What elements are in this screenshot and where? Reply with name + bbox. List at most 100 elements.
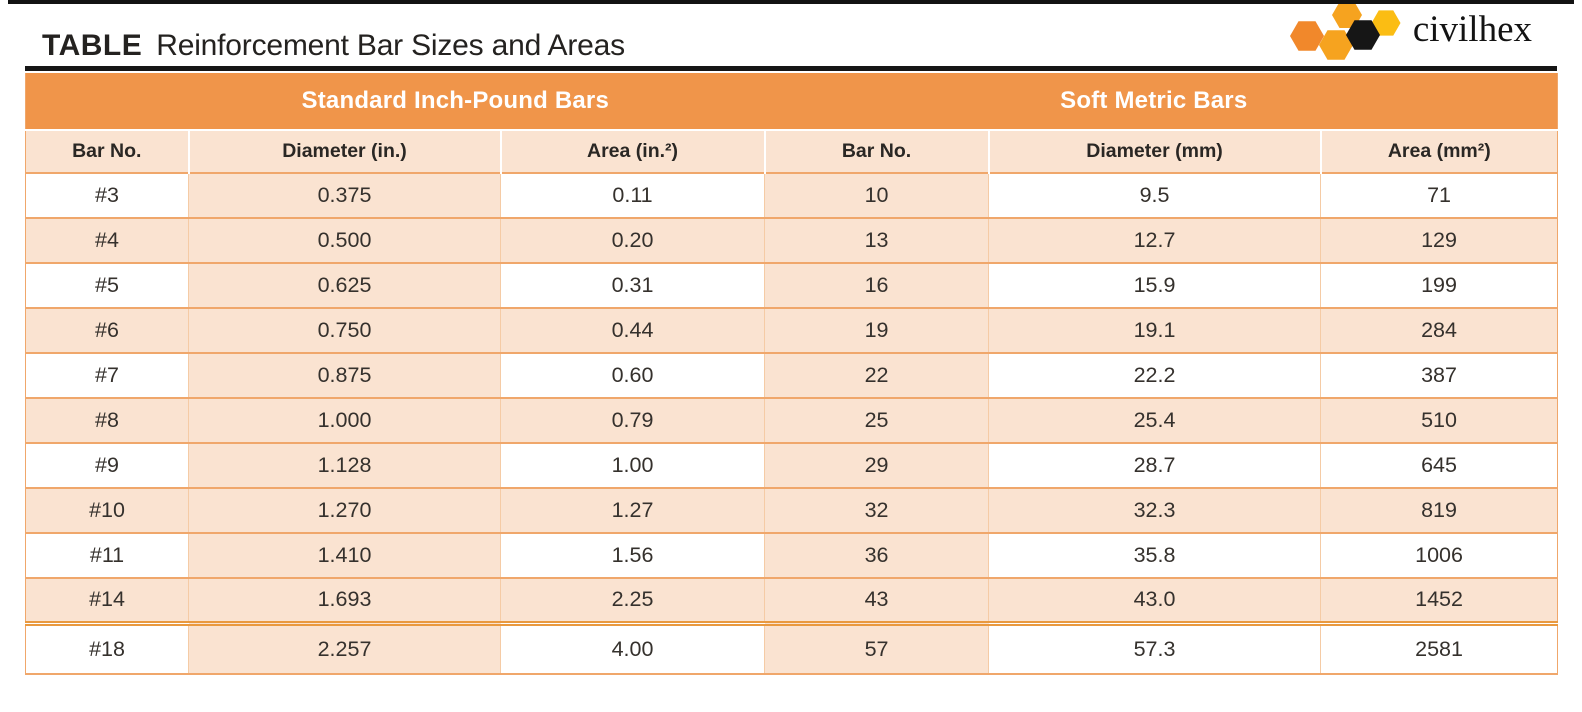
- table-kicker: TABLE: [42, 29, 143, 62]
- rebar-sizes-table: Standard Inch-Pound Bars Soft Metric Bar…: [25, 73, 1559, 675]
- col-header-bar-no-metric: Bar No.: [763, 129, 989, 173]
- cell-diameter-in: 1.410: [188, 532, 501, 578]
- cell-diameter-in: 1.693: [188, 577, 501, 623]
- logo-hex-yellow: [1371, 10, 1401, 36]
- page-header: TABLE Reinforcement Bar Sizes and Areas c…: [0, 0, 1582, 66]
- cell-bar-no-inch: #10: [25, 487, 189, 533]
- cell-bar-no-metric: 43: [764, 577, 989, 623]
- cell-diameter-mm: 43.0: [988, 577, 1321, 623]
- logo-hex-black: [1345, 20, 1380, 50]
- table-row: #6 0.750 0.44 19 19.1 284: [25, 307, 1558, 353]
- cell-bar-no-inch: #14: [25, 577, 189, 623]
- cell-area-in2: 1.27: [499, 487, 765, 533]
- col-header-area-mm2: Area (mm²): [1319, 129, 1558, 173]
- brand-name: civilhex: [1412, 8, 1532, 50]
- col-header-area-in2: Area (in.²): [499, 129, 765, 173]
- cell-area-mm2: 1452: [1320, 577, 1558, 623]
- cell-diameter-in: 0.875: [188, 352, 501, 398]
- table-row: #14 1.693 2.25 43 43.0 1452: [25, 577, 1558, 623]
- column-header-row: Bar No. Diameter (in.) Area (in.²) Bar N…: [25, 129, 1558, 173]
- top-border-rule: [8, 0, 1574, 4]
- cell-area-mm2: 71: [1320, 172, 1558, 218]
- cell-diameter-mm: 12.7: [988, 217, 1321, 263]
- cell-diameter-mm: 35.8: [988, 532, 1321, 578]
- cell-area-in2: 2.25: [499, 577, 765, 623]
- title-block: TABLE Reinforcement Bar Sizes and Areas: [42, 29, 625, 66]
- cell-diameter-in: 0.750: [188, 307, 501, 353]
- col-header-diameter-mm: Diameter (mm): [987, 129, 1321, 173]
- cell-area-in2: 1.00: [499, 442, 765, 488]
- cell-diameter-in: 2.257: [188, 620, 501, 674]
- cell-bar-no-inch: #11: [25, 532, 189, 578]
- cell-bar-no-inch: #4: [25, 217, 189, 263]
- table-row: #9 1.128 1.00 29 28.7 645: [25, 442, 1558, 488]
- cell-area-mm2: 199: [1320, 262, 1558, 308]
- cell-area-mm2: 510: [1320, 397, 1558, 443]
- cell-area-mm2: 2581: [1320, 620, 1558, 674]
- col-header-diameter-in: Diameter (in.): [187, 129, 501, 173]
- cell-area-mm2: 1006: [1320, 532, 1558, 578]
- cell-bar-no-metric: 10: [764, 172, 989, 218]
- cell-bar-no-metric: 16: [764, 262, 989, 308]
- cell-bar-no-metric: 32: [764, 487, 989, 533]
- cell-area-mm2: 284: [1320, 307, 1558, 353]
- page-title: Reinforcement Bar Sizes and Areas: [156, 29, 625, 62]
- cell-diameter-mm: 15.9: [988, 262, 1321, 308]
- cell-diameter-in: 1.128: [188, 442, 501, 488]
- group-header-soft-metric: Soft Metric Bars: [764, 73, 1558, 130]
- cell-diameter-mm: 28.7: [988, 442, 1321, 488]
- cell-diameter-mm: 19.1: [988, 307, 1321, 353]
- cell-bar-no-inch: #18: [25, 620, 189, 674]
- cell-area-in2: 1.56: [499, 532, 765, 578]
- cell-area-in2: 0.44: [499, 307, 765, 353]
- cell-diameter-mm: 32.3: [988, 487, 1321, 533]
- cell-bar-no-inch: #6: [25, 307, 189, 353]
- table-row: #10 1.270 1.27 32 32.3 819: [25, 487, 1558, 533]
- cell-diameter-mm: 22.2: [988, 352, 1321, 398]
- group-header-inch-pound: Standard Inch-Pound Bars: [25, 73, 765, 130]
- cell-area-in2: 0.11: [499, 172, 765, 218]
- cell-bar-no-inch: #7: [25, 352, 189, 398]
- cell-bar-no-metric: 57: [764, 620, 989, 674]
- cell-diameter-mm: 25.4: [988, 397, 1321, 443]
- cell-bar-no-metric: 29: [764, 442, 989, 488]
- table-row: #4 0.500 0.20 13 12.7 129: [25, 217, 1558, 263]
- cell-bar-no-metric: 25: [764, 397, 989, 443]
- group-header-row: Standard Inch-Pound Bars Soft Metric Bar…: [25, 73, 1558, 130]
- cell-area-in2: 0.31: [499, 262, 765, 308]
- cell-diameter-in: 0.625: [188, 262, 501, 308]
- cell-area-in2: 0.79: [499, 397, 765, 443]
- cell-bar-no-inch: #3: [25, 172, 189, 218]
- table-head: Standard Inch-Pound Bars Soft Metric Bar…: [25, 73, 1558, 173]
- cell-bar-no-inch: #9: [25, 442, 189, 488]
- cell-area-mm2: 645: [1320, 442, 1558, 488]
- cell-area-in2: 4.00: [499, 620, 765, 674]
- cell-diameter-in: 0.375: [188, 172, 501, 218]
- cell-bar-no-metric: 22: [764, 352, 989, 398]
- cell-area-in2: 0.20: [499, 217, 765, 263]
- col-header-bar-no-inch: Bar No.: [25, 129, 189, 173]
- cell-bar-no-metric: 19: [764, 307, 989, 353]
- logo-hex-orange: [1289, 21, 1324, 51]
- hexagon-cluster-icon: [1289, 2, 1401, 60]
- cell-bar-no-inch: #5: [25, 262, 189, 308]
- cell-diameter-mm: 9.5: [988, 172, 1321, 218]
- cell-area-in2: 0.60: [499, 352, 765, 398]
- cell-area-mm2: 819: [1320, 487, 1558, 533]
- table-row: #18 2.257 4.00 57 57.3 2581: [25, 620, 1558, 674]
- cell-area-mm2: 129: [1320, 217, 1558, 263]
- table-row: #7 0.875 0.60 22 22.2 387: [25, 352, 1558, 398]
- cell-bar-no-metric: 36: [764, 532, 989, 578]
- brand-logo: civilhex: [1283, 0, 1532, 62]
- cell-diameter-mm: 57.3: [988, 620, 1321, 674]
- table-row: #11 1.410 1.56 36 35.8 1006: [25, 532, 1558, 578]
- cell-diameter-in: 0.500: [188, 217, 501, 263]
- title-divider-rule: [25, 66, 1557, 71]
- cell-bar-no-metric: 13: [764, 217, 989, 263]
- table-row: #5 0.625 0.31 16 15.9 199: [25, 262, 1558, 308]
- table-row: #8 1.000 0.79 25 25.4 510: [25, 397, 1558, 443]
- cell-bar-no-inch: #8: [25, 397, 189, 443]
- logo-hex-amber-bottom: [1318, 30, 1353, 60]
- cell-diameter-in: 1.000: [188, 397, 501, 443]
